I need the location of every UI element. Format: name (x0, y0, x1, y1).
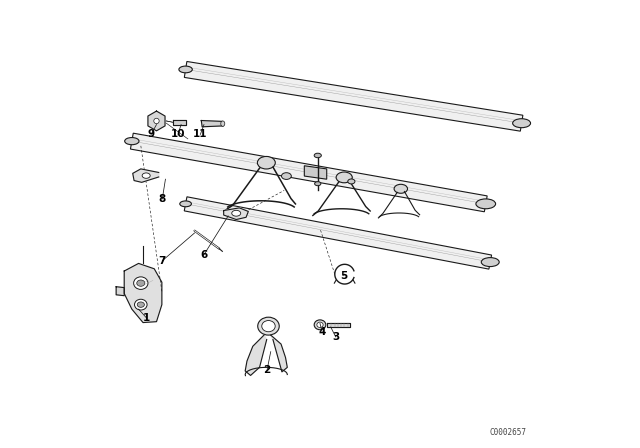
Ellipse shape (282, 172, 291, 179)
Polygon shape (148, 111, 165, 131)
Ellipse shape (180, 201, 191, 207)
Ellipse shape (476, 199, 495, 209)
Ellipse shape (513, 119, 531, 128)
Text: 3: 3 (332, 332, 339, 342)
Ellipse shape (481, 258, 499, 267)
Polygon shape (184, 197, 492, 269)
Ellipse shape (317, 322, 323, 327)
Text: 5: 5 (340, 271, 348, 280)
Ellipse shape (315, 182, 321, 186)
Polygon shape (201, 121, 223, 127)
Ellipse shape (221, 121, 225, 126)
Ellipse shape (257, 156, 275, 169)
Polygon shape (184, 61, 523, 131)
Text: 10: 10 (171, 129, 185, 139)
Polygon shape (132, 169, 159, 182)
Ellipse shape (348, 179, 355, 184)
Ellipse shape (154, 118, 159, 124)
Polygon shape (304, 166, 326, 179)
Text: 11: 11 (193, 129, 207, 139)
Ellipse shape (134, 277, 148, 289)
Ellipse shape (142, 173, 150, 178)
Polygon shape (124, 263, 162, 323)
Text: 4: 4 (319, 327, 326, 337)
Ellipse shape (262, 321, 275, 332)
Ellipse shape (125, 138, 139, 145)
Polygon shape (326, 323, 351, 327)
Text: 7: 7 (159, 256, 166, 266)
Polygon shape (223, 208, 248, 220)
Text: 2: 2 (264, 365, 271, 375)
Ellipse shape (137, 280, 145, 286)
Polygon shape (271, 335, 287, 372)
Ellipse shape (314, 320, 326, 330)
Ellipse shape (179, 66, 192, 73)
Ellipse shape (314, 153, 321, 158)
Ellipse shape (336, 172, 352, 183)
Ellipse shape (134, 299, 147, 310)
Text: 9: 9 (148, 129, 155, 139)
Polygon shape (173, 120, 186, 125)
Polygon shape (116, 287, 124, 296)
Ellipse shape (232, 210, 241, 216)
Text: 6: 6 (200, 250, 207, 260)
Ellipse shape (258, 317, 279, 335)
Text: 8: 8 (159, 194, 166, 204)
Text: C0002657: C0002657 (489, 428, 526, 437)
Ellipse shape (137, 302, 145, 307)
Ellipse shape (394, 184, 408, 193)
Text: 1: 1 (143, 313, 150, 323)
Polygon shape (245, 335, 267, 375)
Polygon shape (131, 133, 487, 212)
